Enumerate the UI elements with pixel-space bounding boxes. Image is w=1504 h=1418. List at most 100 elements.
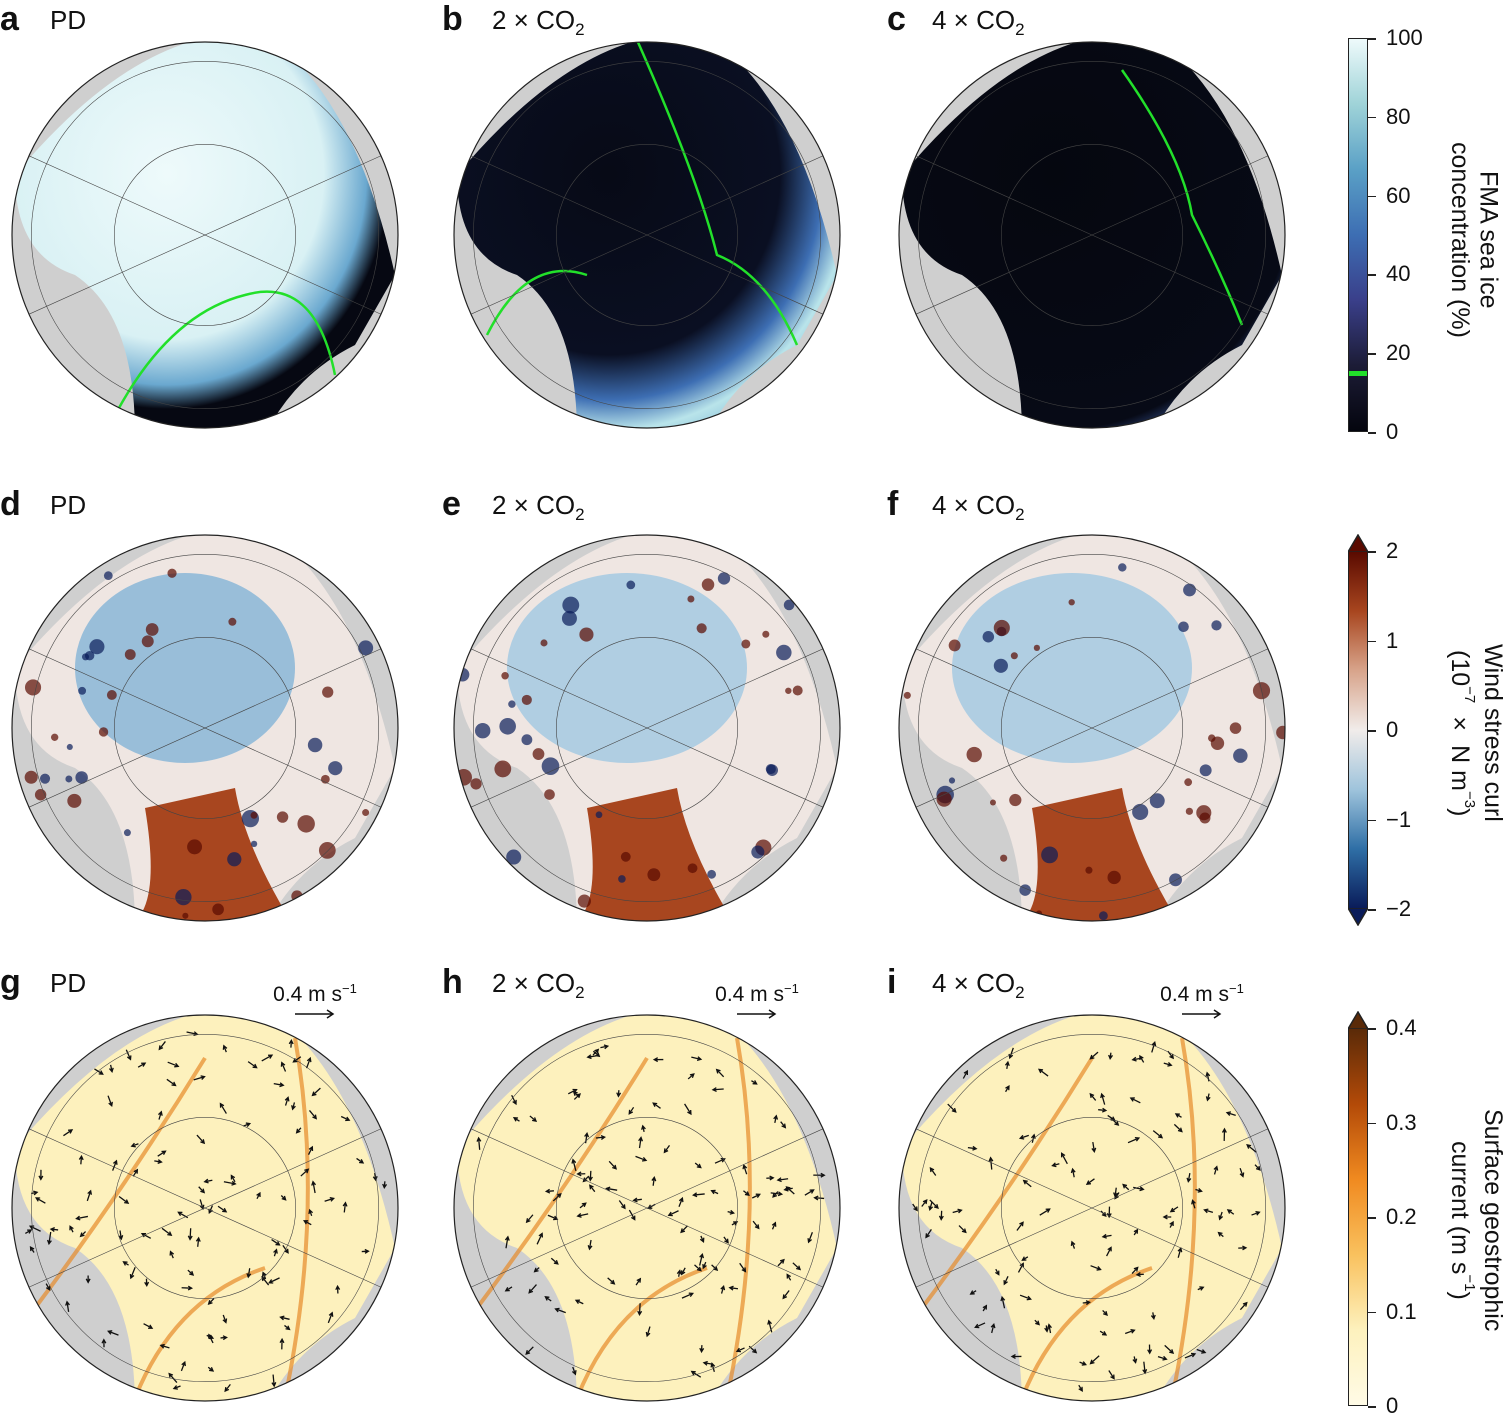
current-vector-arrow (125, 1049, 132, 1061)
current-vector-arrow (1034, 1319, 1041, 1326)
curl-coastal-patch (1132, 803, 1149, 820)
current-vector-arrow (804, 1189, 815, 1196)
current-vector-arrow (1000, 1295, 1006, 1309)
current-vector-arrow (177, 1211, 189, 1219)
current-vector-arrow (300, 1168, 310, 1177)
current-vector-arrow (1005, 1085, 1010, 1093)
current-vector-arrow (187, 1269, 195, 1276)
ice-edge-15pct-contour (1120, 69, 1244, 326)
current-vector-arrow (771, 1221, 777, 1230)
panel-label: f (887, 485, 899, 523)
map-panel-g (11, 1014, 399, 1402)
colorbar-tick (1368, 1311, 1376, 1313)
colorbar-tick-label: 2 (1386, 538, 1399, 563)
current-vector-arrow (161, 1227, 173, 1237)
current-vector-arrow (38, 1169, 44, 1181)
curl-coastal-patch (250, 840, 258, 848)
current-vector-arrow (727, 1209, 735, 1215)
current-vector-arrow (118, 1230, 124, 1241)
current-vector-arrow (529, 1115, 538, 1123)
current-vector-arrow (982, 1304, 988, 1312)
current-vector-arrow (1098, 1107, 1108, 1113)
current-vector-arrow (929, 1166, 937, 1176)
colorbar-tick (1368, 38, 1376, 40)
scale-label: 0.4 m s (273, 983, 343, 1006)
current-vector-arrow (86, 1189, 92, 1202)
curl-coastal-patch (751, 845, 765, 859)
current-vector-arrow (536, 1232, 544, 1245)
curl-coastal-patch (24, 679, 42, 696)
meridian-line (454, 1120, 840, 1296)
curl-coastal-patch (227, 852, 242, 867)
title-text: PD (50, 490, 87, 520)
current-vector-arrow (571, 1158, 577, 1172)
meridian-line (899, 1120, 1285, 1296)
current-vector-arrow (295, 1127, 302, 1134)
current-vector-arrow (1152, 1130, 1164, 1139)
title-text: 2 × CO (492, 968, 576, 998)
curl-coastal-patch (1276, 725, 1285, 740)
current-vector-arrow (1129, 1097, 1141, 1104)
current-vector-arrow (786, 1273, 792, 1281)
current-vector-arrow (512, 1117, 520, 1122)
current-vector-arrow (107, 1095, 113, 1108)
current-vector-arrow (1010, 1354, 1022, 1359)
current-vector-arrow (1195, 1187, 1203, 1193)
curl-coastal-patch (106, 690, 117, 700)
current-vector-arrow (1003, 1276, 1009, 1286)
current-vector-arrow (311, 1180, 317, 1194)
curl-coastal-patch (65, 775, 73, 783)
latitude-circle (113, 143, 297, 327)
current-vector-arrow (711, 1264, 719, 1271)
colorbar-tick-label: 0.1 (1386, 1298, 1417, 1324)
current-vector-arrow (196, 1134, 206, 1145)
map-panel-e (453, 534, 841, 922)
meridian-line (899, 640, 1285, 816)
curl-coastal-patch (1033, 644, 1040, 651)
current-vector-arrow (144, 1278, 150, 1288)
latitude-circle (555, 143, 739, 327)
current-vector-arrow (311, 1087, 321, 1097)
current-vector-arrow (714, 1157, 726, 1164)
current-vector-arrow (223, 1180, 237, 1186)
current-vector-arrow (618, 1200, 626, 1210)
curl-coastal-patch (1149, 793, 1165, 809)
curl-coastal-patch (785, 687, 792, 694)
panel-label: b (442, 0, 463, 38)
current-vector-arrow (25, 1229, 33, 1234)
current-vector-arrow (1089, 1051, 1099, 1060)
colorbar-tick-label: 0 (1386, 419, 1399, 444)
current-vector-arrow (792, 1262, 802, 1271)
current-vector-arrow (63, 1129, 74, 1137)
latitude-circle (472, 1034, 821, 1383)
curl-coastal-patch (455, 768, 473, 786)
meridian-line (454, 640, 840, 816)
current-vector-arrow (273, 1248, 278, 1257)
curl-coastal-patch (595, 811, 603, 819)
curl-coastal-patch (993, 658, 1008, 673)
map-boundary (898, 41, 1286, 429)
current-vector-arrow (1150, 1312, 1156, 1321)
current-vector-arrow (65, 1300, 70, 1313)
current-vector-arrow (261, 1271, 267, 1280)
curl-coastal-patch (67, 793, 82, 808)
current-vector-arrow (1169, 1206, 1179, 1213)
title-text: 2 × CO (492, 490, 576, 520)
current-vector-arrow (572, 1091, 580, 1098)
boundary-current (475, 1037, 752, 1399)
scale-label: 0.4 m s (715, 983, 785, 1006)
curl-coastal-patch (276, 811, 289, 823)
current-vector-arrow (715, 1068, 725, 1078)
map-boundary (11, 41, 399, 429)
current-vector-arrow (288, 1039, 294, 1048)
ice-edge-15pct-contour (108, 290, 337, 426)
current-vector-arrow (974, 1322, 986, 1329)
title-text: PD (50, 5, 87, 35)
current-vector-arrow (928, 1201, 934, 1212)
curl-coastal-patch (24, 770, 38, 784)
current-vector-arrow (990, 1322, 996, 1334)
colorbar-tick-label: 40 (1386, 261, 1411, 287)
current-vector-arrow (85, 1275, 91, 1284)
current-vector-arrow (122, 1261, 129, 1266)
panel-title: 4 × CO2 (932, 7, 1025, 38)
